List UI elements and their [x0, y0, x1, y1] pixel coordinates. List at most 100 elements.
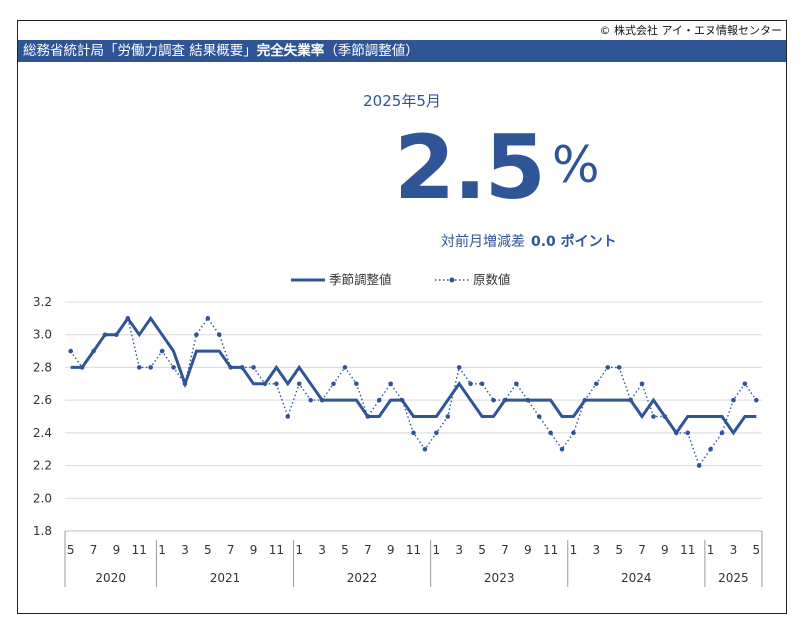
- series-point-raw: [559, 446, 565, 452]
- series-point-raw: [68, 348, 74, 354]
- series-point-raw: [468, 381, 473, 387]
- x-tick-label: 3: [592, 543, 600, 557]
- series-point-raw: [171, 365, 176, 370]
- year-label: 2022: [347, 571, 378, 585]
- change-label: 対前月増減差: [441, 234, 525, 250]
- title-bold: 完全失業率: [256, 43, 325, 59]
- series-point-raw: [182, 381, 188, 387]
- year-label: 2024: [621, 571, 652, 585]
- x-tick-label: 9: [661, 543, 669, 557]
- series-point-raw: [685, 430, 691, 436]
- series-point-raw: [456, 365, 462, 370]
- series-point-raw: [376, 397, 382, 403]
- series-point-raw: [354, 381, 359, 387]
- x-tick-label: 11: [680, 543, 695, 557]
- year-label: 2023: [484, 571, 515, 585]
- series-point-raw: [205, 316, 211, 321]
- series-point-raw: [79, 365, 85, 370]
- series-point-raw: [639, 381, 645, 387]
- x-tick-label: 3: [181, 543, 189, 557]
- y-tick-label: 2.2: [33, 459, 52, 473]
- x-tick-label: 7: [638, 543, 646, 557]
- series-point-raw: [228, 365, 233, 370]
- series-point-raw: [342, 365, 348, 370]
- series-point-raw: [651, 414, 656, 419]
- series-point-raw: [399, 397, 405, 403]
- y-tick-label: 1.8: [33, 524, 52, 538]
- x-tick-label: 11: [543, 543, 558, 557]
- series-line-raw: [70, 316, 757, 468]
- copyright-text: © 株式会社 アイ・エヌ情報センター: [599, 24, 782, 37]
- series-point-raw: [514, 381, 519, 387]
- x-tick-label: 1: [158, 543, 166, 557]
- x-tick-label: 7: [364, 543, 372, 557]
- series-point-raw: [125, 316, 131, 321]
- series-point-raw: [731, 397, 736, 403]
- series-point-raw: [536, 414, 542, 419]
- x-tick-label: 11: [132, 543, 147, 557]
- legend: 季節調整値 原数値: [291, 272, 511, 287]
- series-point-raw: [708, 446, 713, 452]
- year-label: 2025: [718, 571, 749, 585]
- series-point-raw: [216, 332, 222, 338]
- change-value: 0.0 ポイント: [531, 234, 617, 250]
- series-point-raw: [674, 430, 679, 436]
- series-point-raw: [251, 365, 256, 370]
- series-point-raw: [548, 430, 553, 436]
- series-point-raw: [102, 332, 108, 338]
- series-point-raw: [582, 397, 588, 403]
- change-line: 対前月増減差 0.0 ポイント: [441, 231, 617, 251]
- x-tick-label: 1: [707, 543, 715, 557]
- x-tick-label: 3: [455, 543, 463, 557]
- series-point-raw: [239, 365, 245, 370]
- title-banner: 総務省統計局「労働力調査 結果概要」完全失業率（季節調整値）: [18, 40, 786, 62]
- series-point-raw: [571, 430, 576, 436]
- series-point-raw: [491, 397, 496, 403]
- series-point-raw: [628, 397, 633, 403]
- series-point-raw: [719, 430, 725, 436]
- x-tick-label: 9: [524, 543, 532, 557]
- grid-lines: [65, 301, 762, 532]
- year-label: 2021: [210, 571, 241, 585]
- series-point-raw: [753, 397, 759, 403]
- series-point-raw: [411, 430, 416, 436]
- series-point-raw: [331, 381, 336, 387]
- x-tick-label: 11: [406, 543, 421, 557]
- series-point-raw: [296, 381, 302, 387]
- series-point-raw: [605, 365, 611, 370]
- x-tick-label: 7: [90, 543, 98, 557]
- series-point-raw: [525, 397, 531, 403]
- series-point-raw: [136, 365, 142, 370]
- x-tick-label: 3: [318, 543, 326, 557]
- series-point-raw: [422, 446, 428, 452]
- period-label: 2025年5月: [363, 92, 441, 110]
- series-point-raw: [434, 430, 439, 436]
- series-point-raw: [502, 397, 508, 403]
- series-point-raw: [445, 414, 451, 419]
- series-point-raw: [114, 332, 119, 338]
- headline-value: 2.5: [394, 116, 546, 219]
- x-tick-label: 5: [67, 543, 75, 557]
- headline-unit: %: [552, 136, 600, 194]
- series-point-raw: [742, 381, 748, 387]
- x-tick-label: 9: [113, 543, 121, 557]
- series-point-raw: [262, 381, 268, 387]
- series-lines: [68, 315, 759, 468]
- y-tick-label: 3.2: [33, 295, 52, 309]
- series-point-raw: [388, 381, 393, 387]
- x-tick-label: 3: [730, 543, 738, 557]
- legend-label-raw: 原数値: [473, 272, 511, 287]
- x-tick-label: 7: [501, 543, 509, 557]
- series-point-raw: [148, 365, 153, 370]
- x-tick-label: 5: [341, 543, 349, 557]
- x-tick-label: 5: [752, 543, 760, 557]
- x-tick-label: 5: [204, 543, 212, 557]
- y-tick-label: 2.0: [33, 491, 52, 505]
- series-point-raw: [594, 381, 599, 387]
- year-label: 2020: [95, 571, 126, 585]
- series-point-raw: [696, 463, 702, 468]
- chart-frame: [17, 20, 787, 614]
- title-prefix: 総務省統計局「労働力調査 結果概要」: [23, 43, 257, 59]
- x-tick-label: 7: [227, 543, 235, 557]
